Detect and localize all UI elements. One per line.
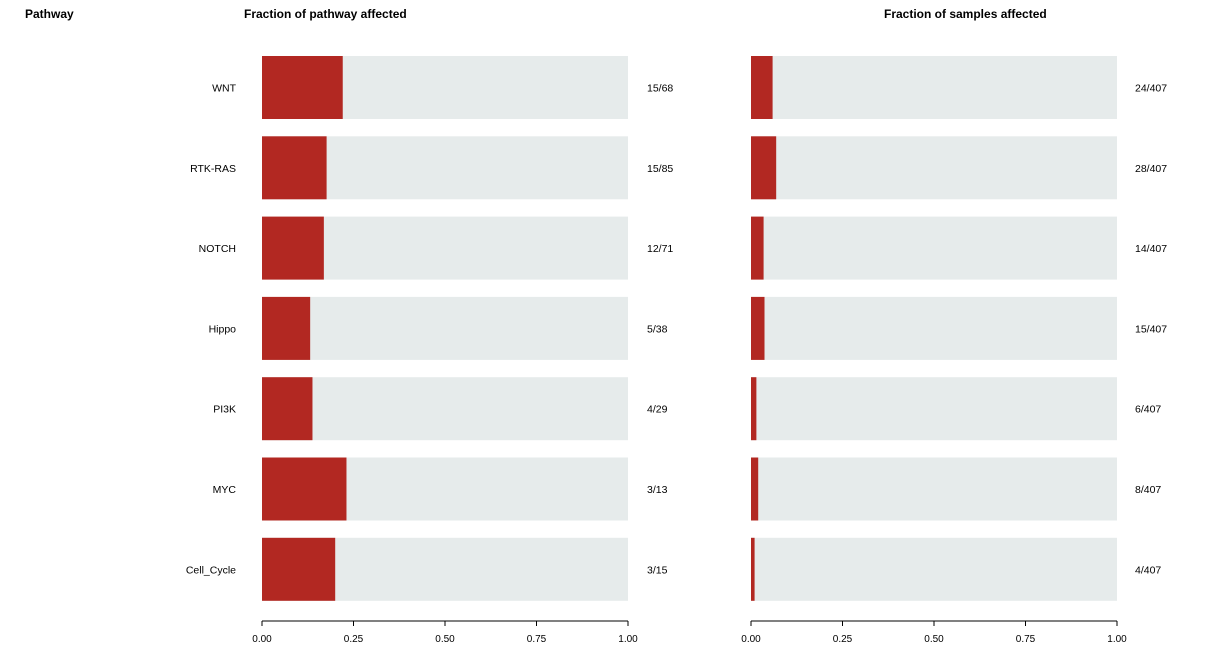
pathway-value-label-notch: 12/71 — [647, 243, 673, 255]
pathway-bar-notch — [262, 216, 324, 280]
pathway-bar-background-hippo — [262, 296, 628, 360]
fraction-samples-panel: 24/407 28/407 14/407 15/407 6/407 8/407 4/407 0… — [741, 56, 1167, 645]
pathway-tick-label: 0.25 — [344, 634, 364, 645]
samples-bar-hippo — [751, 296, 765, 360]
samples-tick-label: 0.75 — [1016, 634, 1036, 645]
category-label-hippo: Hippo — [209, 323, 237, 335]
pathway-value-label-wnt: 15/68 — [647, 83, 673, 95]
samples-bar-pi3k — [751, 377, 757, 441]
pathway-value-label-pi3k: 4/29 — [647, 404, 668, 416]
samples-bar-cell-cycle — [751, 537, 755, 601]
samples-value-label-myc: 8/407 — [1135, 484, 1161, 496]
pathway-tick-label: 0.75 — [527, 634, 547, 645]
pathway-bar-wnt — [262, 56, 343, 119]
fraction-pathway-header: Fraction of pathway affected — [244, 7, 407, 21]
pathway-value-label-cell-cycle: 3/15 — [647, 564, 668, 576]
samples-tick-label: 1.00 — [1107, 634, 1127, 645]
samples-tick-label: 0.00 — [741, 634, 761, 645]
pathway-tick-label: 0.00 — [252, 634, 272, 645]
pathway-bar-cell-cycle — [262, 537, 336, 601]
samples-bar-background-hippo — [751, 296, 1117, 360]
samples-value-label-hippo: 15/407 — [1135, 323, 1167, 335]
pathway-bar-rtk-ras — [262, 136, 327, 200]
samples-tick-label: 0.25 — [833, 634, 853, 645]
category-label-cell-cycle: Cell_Cycle — [186, 564, 236, 576]
samples-bar-background-wnt — [751, 56, 1117, 119]
fraction-pathway-panel: WNT 15/68 RTK-RAS 15/85 NOTCH 12/71 Hippo 5/38 P… — [186, 56, 673, 645]
samples-value-label-rtk-ras: 28/407 — [1135, 163, 1167, 175]
category-label-pi3k: PI3K — [213, 404, 236, 416]
samples-value-label-notch: 14/407 — [1135, 243, 1167, 255]
category-label-rtk-ras: RTK-RAS — [190, 163, 236, 175]
samples-bar-myc — [751, 457, 759, 521]
samples-bar-background-myc — [751, 457, 1117, 521]
samples-bar-wnt — [751, 56, 773, 119]
samples-bar-notch — [751, 216, 764, 280]
category-label-wnt: WNT — [212, 83, 236, 95]
samples-value-label-cell-cycle: 4/407 — [1135, 564, 1161, 576]
pathway-value-label-rtk-ras: 15/85 — [647, 163, 673, 175]
samples-bar-background-cell-cycle — [751, 537, 1117, 601]
pathway-value-label-hippo: 5/38 — [647, 323, 668, 335]
samples-bar-background-notch — [751, 216, 1117, 280]
samples-bar-background-pi3k — [751, 377, 1117, 441]
pathway-column-header: Pathway — [25, 7, 74, 21]
category-label-myc: MYC — [213, 484, 237, 496]
pathway-bar-pi3k — [262, 377, 313, 441]
pathway-value-label-myc: 3/13 — [647, 484, 668, 496]
samples-tick-label: 0.50 — [924, 634, 944, 645]
samples-value-label-wnt: 24/407 — [1135, 83, 1167, 95]
pathway-bar-hippo — [262, 296, 311, 360]
samples-value-label-pi3k: 6/407 — [1135, 404, 1161, 416]
samples-bar-rtk-ras — [751, 136, 777, 200]
samples-bar-background-rtk-ras — [751, 136, 1117, 200]
category-label-notch: NOTCH — [199, 243, 236, 255]
pathway-tick-label: 0.50 — [435, 634, 455, 645]
pathway-bar-myc — [262, 457, 347, 521]
fraction-samples-header: Fraction of samples affected — [884, 7, 1047, 21]
pathway-tick-label: 1.00 — [618, 634, 638, 645]
pathway-bar-background-pi3k — [262, 377, 628, 441]
